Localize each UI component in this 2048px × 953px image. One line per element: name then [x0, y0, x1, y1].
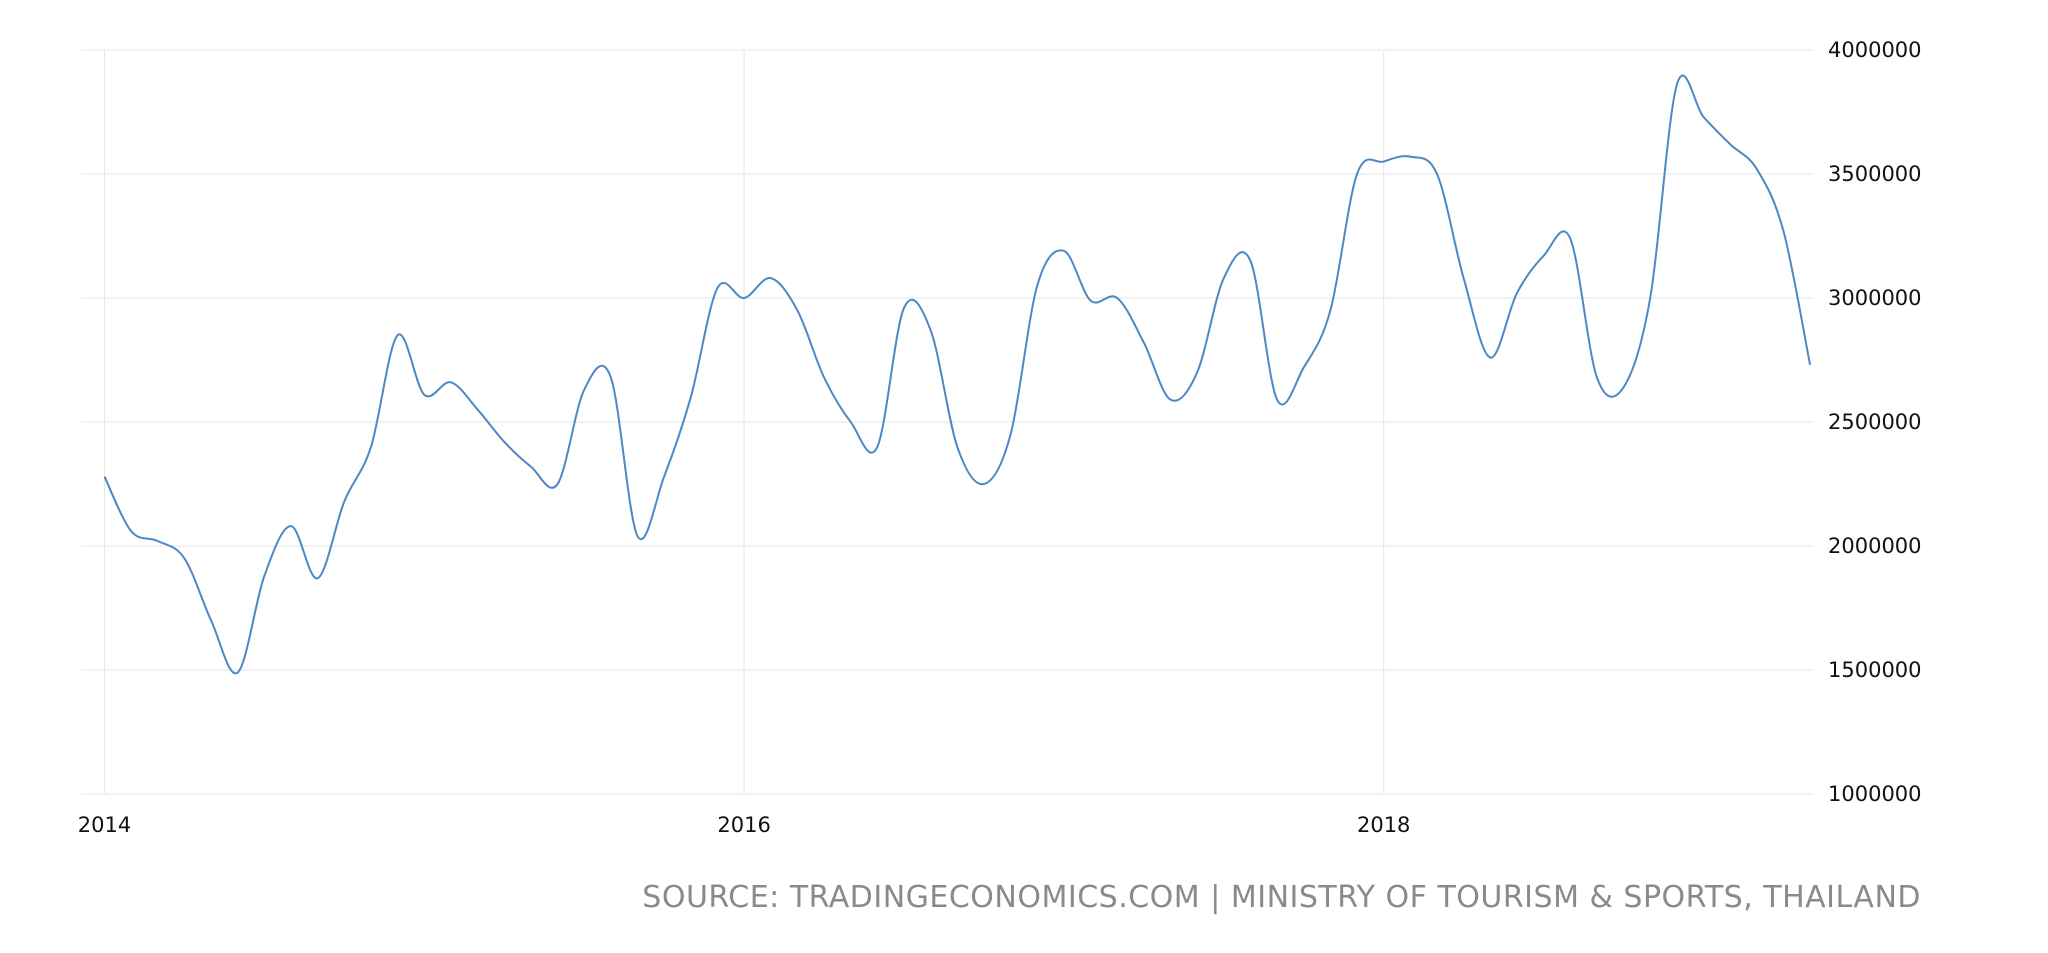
source-caption: SOURCE: TRADINGECONOMICS.COM | MINISTRY …	[642, 880, 1921, 915]
y-tick-label: 4000000	[1828, 38, 1922, 62]
y-tick-label: 2000000	[1828, 534, 1922, 558]
y-tick-label: 3000000	[1828, 286, 1922, 310]
x-tick-label: 2018	[1357, 813, 1410, 837]
series-line	[103, 74, 1812, 675]
x-tick-label: 2014	[78, 813, 131, 837]
y-tick-label: 2500000	[1828, 410, 1922, 434]
x-tick-label: 2016	[717, 813, 770, 837]
y-tick-label: 3500000	[1828, 162, 1922, 186]
y-tick-label: 1000000	[1828, 782, 1922, 806]
y-tick-label: 1500000	[1828, 658, 1922, 682]
